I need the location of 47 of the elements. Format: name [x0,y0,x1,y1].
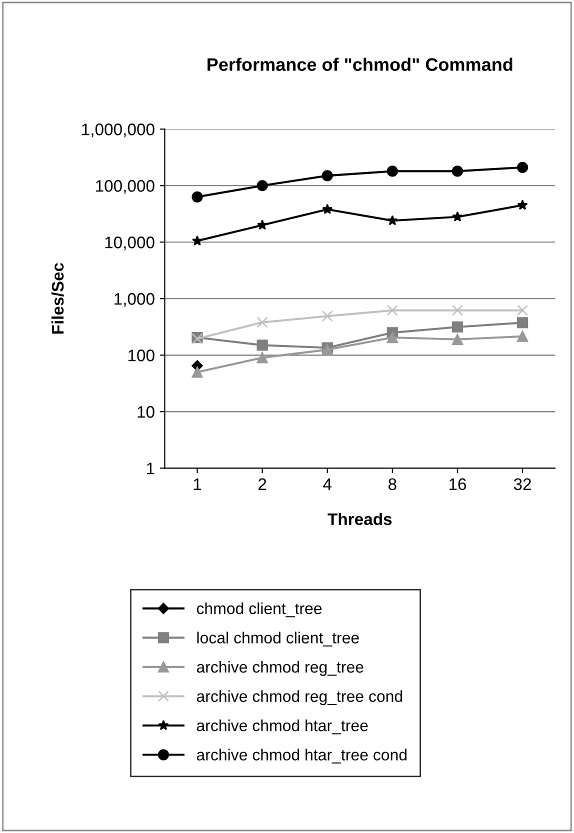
point [517,200,528,210]
x-axis-title: Threads [328,512,392,526]
point [516,304,528,316]
point [257,220,268,230]
point [192,235,203,246]
point [452,334,464,345]
point [256,352,268,364]
y-tick-label: 10 [138,406,154,418]
point [322,204,333,214]
point [256,340,268,351]
point [256,316,268,328]
point [452,321,464,333]
x-tick-label: 1 [194,478,202,490]
y-axis-title: Files/Sec [51,262,64,334]
y-tick-label: 1,000,000 [82,124,154,138]
point [386,304,398,316]
y-tick-label: 100,000 [96,180,154,194]
point [192,366,203,378]
point [516,162,528,173]
x-tick-label: 4 [323,478,332,490]
chart-title: Performance of "chmod" Command [208,58,512,71]
legend-label: archive chmod htar_tree [196,720,368,734]
point [322,170,333,182]
legend-label: archive chmod reg_tree cond [196,690,402,706]
x-tick-label: 32 [514,478,531,490]
point [452,211,463,222]
y-tick-label: 1,000 [114,293,154,307]
point [192,191,203,203]
legend-label: archive chmod reg_tree [196,660,364,676]
point [386,332,398,344]
legend-label: local chmod client_tree [197,632,359,646]
point [516,317,528,328]
point [452,304,464,316]
y-tick-label: 1 [147,462,154,474]
legend-label: archive chmod htar_tree cond [196,748,407,764]
y-tick-label: 10,000 [105,236,154,250]
x-tick-label: 8 [388,478,396,490]
point [386,166,398,177]
legend-label: chmod client_tree [196,602,322,618]
y-tick-label: 100 [128,350,154,362]
point [452,166,464,177]
point [387,215,398,226]
x-tick-label: 2 [258,478,266,490]
point [256,180,268,192]
point [322,310,333,322]
x-tick-label: 16 [449,478,466,490]
point [516,330,528,342]
